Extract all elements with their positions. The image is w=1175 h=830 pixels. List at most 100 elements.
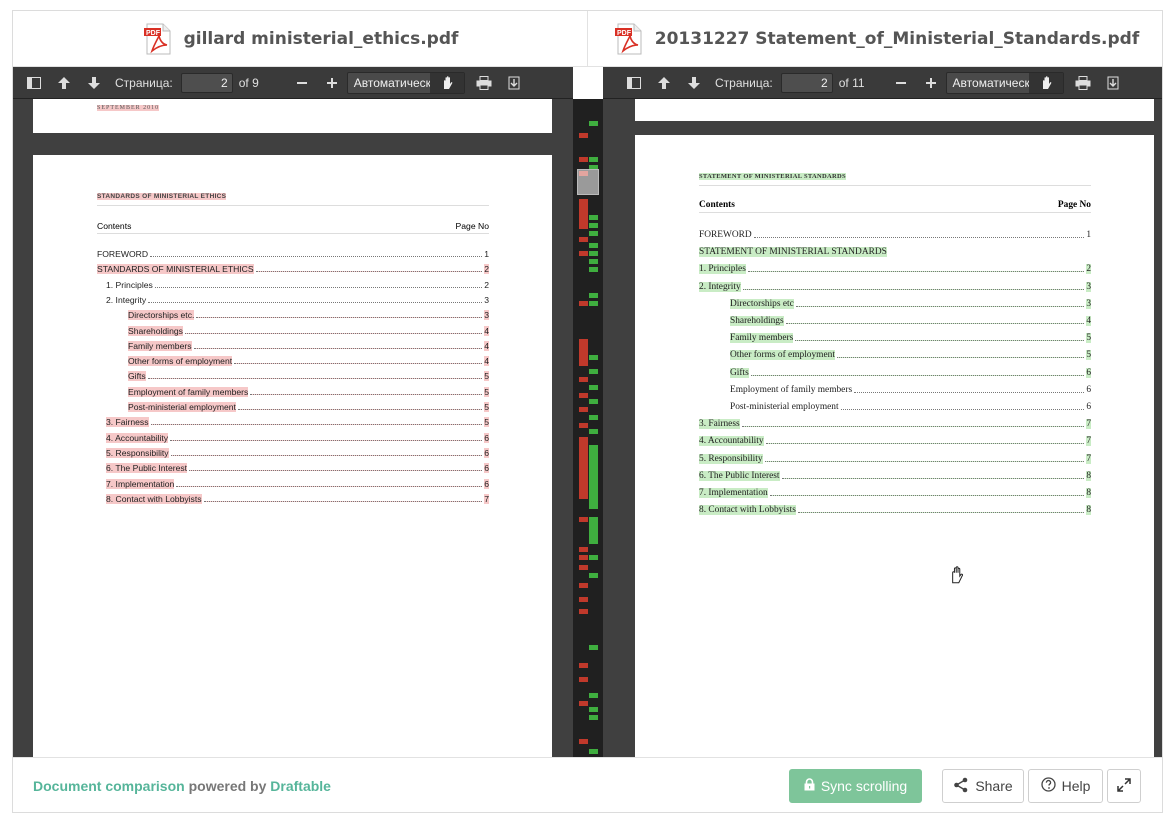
change-marker[interactable] (579, 377, 588, 382)
change-marker[interactable] (579, 677, 588, 682)
toc-entry-title: Other forms of employment (128, 356, 233, 367)
toc-entry: 5. Responsibility 6 (106, 446, 489, 458)
powered-prefix[interactable]: Document comparison (33, 778, 185, 794)
change-marker[interactable] (579, 157, 588, 162)
change-marker[interactable] (579, 393, 588, 398)
change-marker[interactable] (589, 749, 598, 754)
hand-tool-icon[interactable] (1028, 72, 1063, 93)
change-marker[interactable] (589, 215, 598, 220)
change-marker[interactable] (579, 407, 588, 412)
next-page-icon[interactable] (79, 67, 109, 99)
change-marker[interactable] (579, 547, 588, 552)
change-marker[interactable] (589, 429, 598, 434)
zoom-in-icon[interactable] (317, 67, 347, 99)
previous-page-icon[interactable] (49, 67, 79, 99)
download-icon[interactable] (499, 67, 529, 99)
zoom-out-icon[interactable] (287, 67, 317, 99)
toc-entry-title: 4. Accountability (699, 436, 764, 447)
change-marker[interactable] (589, 165, 598, 170)
change-marker[interactable] (589, 293, 598, 298)
change-marker[interactable] (579, 199, 588, 229)
sidebar-toggle-icon[interactable] (19, 67, 49, 99)
change-marker[interactable] (579, 361, 588, 366)
change-marker[interactable] (579, 597, 588, 602)
change-marker[interactable] (589, 251, 598, 256)
zoom-select[interactable]: Автоматически (945, 71, 1064, 94)
change-marker[interactable] (589, 231, 598, 236)
doc-heading: STATEMENT OF MINISTERIAL STANDARDS (699, 173, 846, 180)
change-marker[interactable] (589, 555, 598, 560)
change-marker[interactable] (589, 385, 598, 390)
draftable-link[interactable]: Draftable (270, 778, 331, 794)
page-number-input[interactable] (780, 72, 833, 93)
toc-entry-page: 2 (484, 279, 489, 290)
change-marker[interactable] (589, 645, 598, 650)
change-marker[interactable] (579, 663, 588, 668)
change-marker[interactable] (579, 439, 588, 499)
sync-scrolling-button[interactable]: Sync scrolling (789, 769, 922, 803)
change-marker[interactable] (579, 565, 588, 570)
toc-entry-page: 3 (484, 294, 489, 305)
change-marker[interactable] (579, 555, 588, 560)
change-marker[interactable] (589, 301, 598, 306)
change-marker[interactable] (589, 399, 598, 404)
change-marker[interactable] (589, 267, 598, 272)
change-marker[interactable] (589, 415, 598, 420)
change-marker[interactable] (589, 355, 598, 360)
sidebar-toggle-icon[interactable] (619, 67, 649, 99)
change-marker[interactable] (589, 539, 598, 544)
toc-entry-title: Gifts (128, 371, 146, 382)
help-button[interactable]: Help (1028, 769, 1103, 803)
change-marker[interactable] (589, 519, 598, 541)
change-marker[interactable] (579, 517, 588, 522)
zoom-in-icon[interactable] (916, 67, 946, 99)
left-document-viewer[interactable]: SEPTEMBER 2010 STANDARDS OF MINISTERIAL … (13, 99, 573, 757)
change-marker[interactable] (589, 259, 598, 264)
hand-tool-icon[interactable] (429, 72, 464, 93)
page-number-input[interactable] (180, 72, 233, 93)
change-marker[interactable] (589, 243, 598, 248)
change-marker[interactable] (589, 449, 598, 509)
page-label: Страница: (115, 75, 173, 90)
toc-entry-page: 4 (484, 325, 489, 336)
viewport-indicator[interactable] (577, 169, 599, 195)
change-marker[interactable] (589, 369, 598, 374)
share-button[interactable]: Share (942, 769, 1024, 803)
change-marker[interactable] (589, 121, 598, 126)
right-document-viewer[interactable]: STATEMENT OF MINISTERIAL STANDARDS Conte… (603, 99, 1162, 757)
change-marker[interactable] (579, 701, 588, 706)
toc-entry: 4. Accountability 7 (699, 434, 1091, 447)
page-no-label: Page No (455, 221, 489, 231)
page-label: Страница: (715, 75, 773, 90)
change-marker[interactable] (579, 133, 588, 138)
comparison-app: PDF gillard ministerial_ethics.pdf PDF 2… (12, 10, 1163, 813)
change-marker[interactable] (589, 223, 598, 228)
change-marker[interactable] (579, 583, 588, 588)
change-marker[interactable] (589, 707, 598, 712)
toc-entry: STATEMENT OF MINISTERIAL STANDARDS (699, 245, 1091, 258)
change-marker[interactable] (589, 445, 598, 450)
change-map-strip[interactable] (573, 99, 603, 757)
change-marker[interactable] (579, 739, 588, 744)
toc-entry-title: 1. Principles (106, 279, 153, 290)
zoom-select[interactable]: Автоматически (346, 71, 465, 94)
toc-entry-page: 8 (1086, 470, 1091, 481)
change-marker[interactable] (579, 237, 588, 242)
change-marker[interactable] (589, 157, 598, 162)
change-marker[interactable] (589, 573, 598, 578)
change-marker[interactable] (579, 251, 588, 256)
download-icon[interactable] (1098, 67, 1128, 99)
toc-entry-title: Post-ministerial employment (128, 402, 236, 412)
change-marker[interactable] (589, 715, 598, 720)
change-marker[interactable] (579, 423, 588, 428)
print-icon[interactable] (1068, 67, 1098, 99)
previous-page-icon[interactable] (649, 67, 679, 99)
change-marker[interactable] (579, 609, 588, 614)
change-marker[interactable] (589, 693, 598, 698)
next-page-icon[interactable] (679, 67, 709, 99)
fullscreen-button[interactable] (1107, 769, 1141, 803)
change-marker[interactable] (579, 301, 588, 306)
zoom-out-icon[interactable] (886, 67, 916, 99)
change-marker[interactable] (579, 339, 588, 363)
print-icon[interactable] (469, 67, 499, 99)
